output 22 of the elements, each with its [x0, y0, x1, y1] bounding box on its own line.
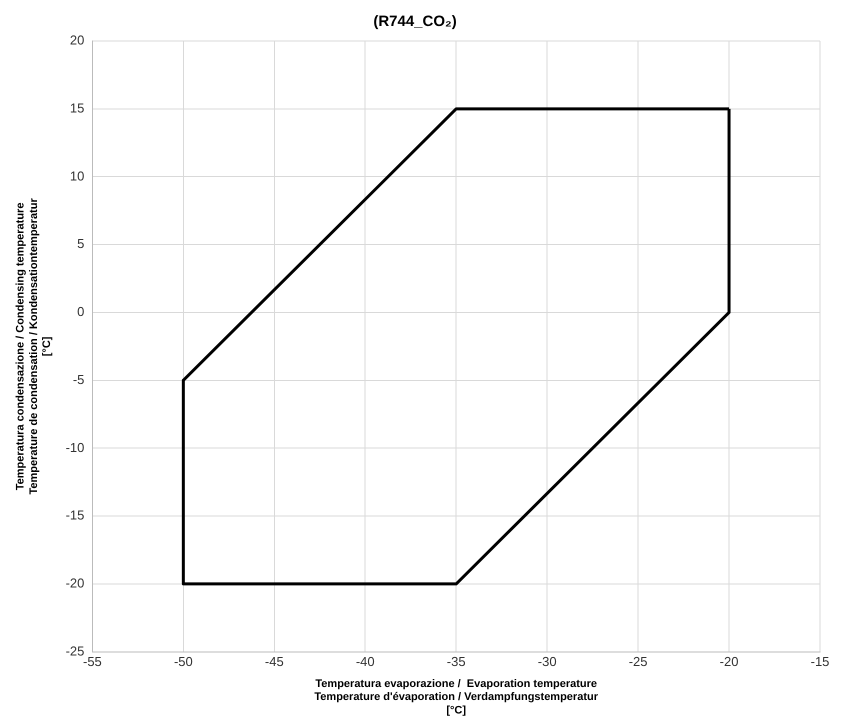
y-tick-label: 0: [77, 304, 84, 320]
y-tick-label: -15: [66, 508, 84, 523]
y-tick-label: -5: [72, 372, 84, 387]
y-tick-label: -20: [66, 576, 84, 591]
x-tick-label: -45: [264, 654, 284, 670]
y-tick-label: -10: [66, 440, 84, 455]
y-tick-label: 20: [70, 32, 84, 48]
x-tick-label: -30: [538, 654, 557, 670]
y-tick-label: -25: [66, 643, 84, 658]
y-tick-label: 15: [70, 100, 84, 116]
chart-title: (R744_CO₂): [373, 13, 457, 30]
y-tick-label: 10: [70, 168, 84, 184]
x-tick-label: -25: [628, 654, 648, 670]
x-tick-label: -40: [356, 654, 375, 670]
x-tick-label: -55: [82, 654, 102, 670]
x-tick-label: -35: [446, 654, 466, 670]
x-axis-title: Temperatura evaporazione / Evaporation temperature Temperature d'évaporation / Verdampfungstemperatur [°C]: [314, 678, 599, 716]
x-tick-label: -50: [174, 654, 193, 670]
x-tick-label: -15: [810, 654, 830, 670]
y-axis-title: Temperatura condensazione / Condensing temperature Temperature de condensation / Kondensationtemperatur [°C]: [14, 198, 54, 495]
y-tick-label: 5: [77, 236, 84, 252]
x-tick-label: -20: [720, 654, 738, 670]
